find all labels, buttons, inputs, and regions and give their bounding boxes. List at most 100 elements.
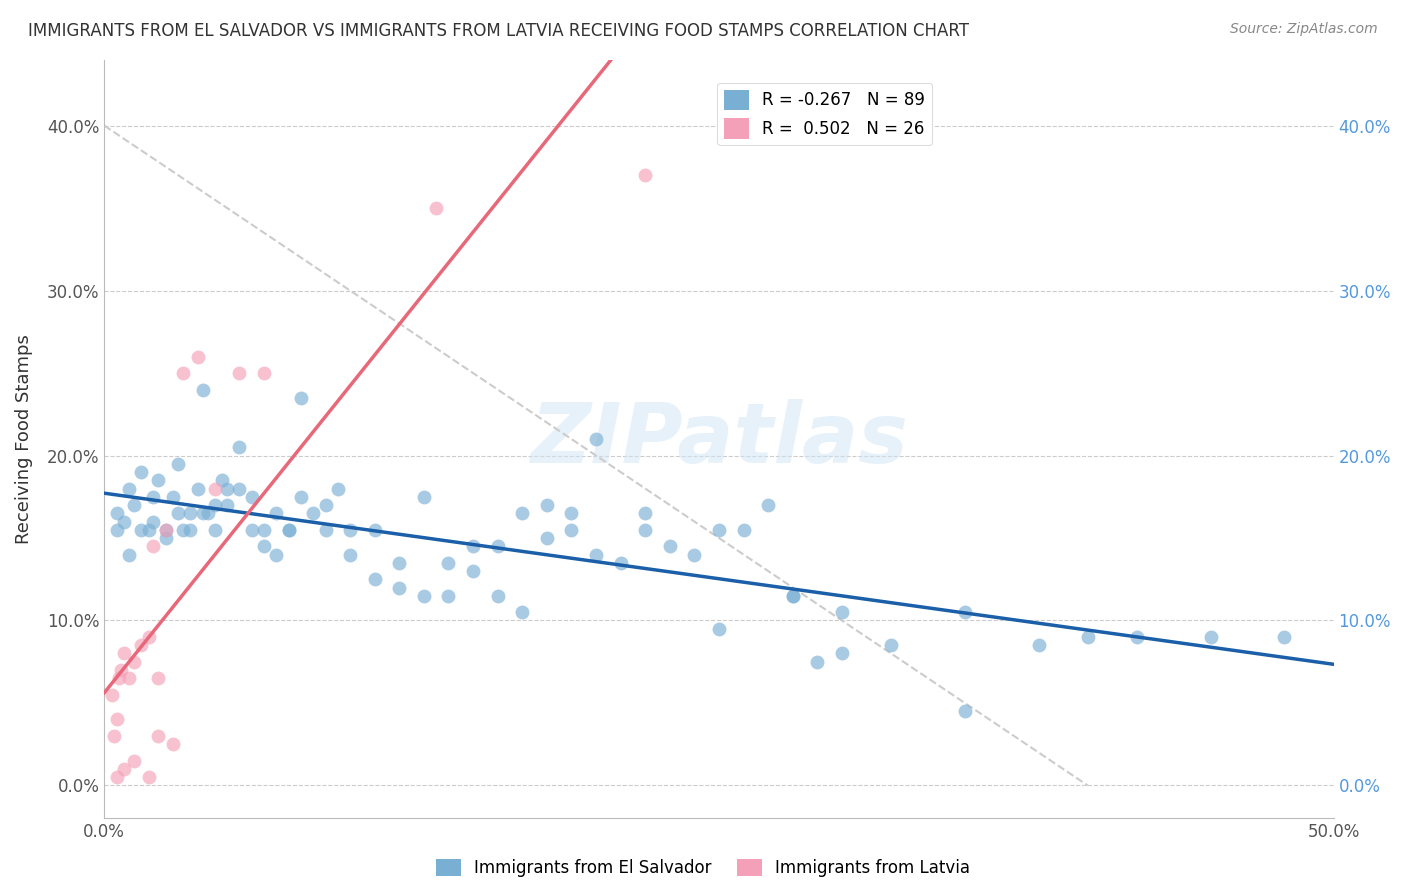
Point — [167, 457, 190, 471]
Point — [461, 539, 484, 553]
Point — [179, 523, 201, 537]
Point — [253, 539, 276, 553]
Point — [204, 498, 226, 512]
Point — [155, 523, 177, 537]
Point — [658, 539, 681, 553]
Point — [129, 638, 152, 652]
Point — [315, 523, 337, 537]
Point — [105, 506, 128, 520]
Point — [228, 366, 250, 380]
Point — [953, 605, 976, 619]
Point — [253, 523, 276, 537]
Legend: R = -0.267   N = 89, R =  0.502   N = 26: R = -0.267 N = 89, R = 0.502 N = 26 — [717, 83, 932, 145]
Point — [953, 704, 976, 718]
Point — [142, 539, 165, 553]
Point — [425, 201, 447, 215]
Point — [756, 498, 779, 512]
Point — [191, 383, 214, 397]
Point — [162, 737, 184, 751]
Point — [536, 531, 558, 545]
Point — [782, 589, 804, 603]
Point — [683, 548, 706, 562]
Point — [103, 729, 125, 743]
Point — [217, 482, 239, 496]
Point — [112, 762, 135, 776]
Point — [1199, 630, 1222, 644]
Point — [560, 523, 582, 537]
Y-axis label: Receiving Food Stamps: Receiving Food Stamps — [15, 334, 32, 544]
Point — [187, 482, 209, 496]
Point — [112, 515, 135, 529]
Point — [155, 523, 177, 537]
Point — [122, 655, 145, 669]
Point — [129, 523, 152, 537]
Point — [167, 506, 190, 520]
Point — [1077, 630, 1099, 644]
Point — [118, 548, 141, 562]
Point — [148, 729, 170, 743]
Point — [1274, 630, 1296, 644]
Point — [112, 647, 135, 661]
Point — [162, 490, 184, 504]
Point — [388, 556, 411, 570]
Point — [129, 465, 152, 479]
Point — [142, 490, 165, 504]
Point — [290, 490, 312, 504]
Point — [831, 647, 853, 661]
Point — [290, 391, 312, 405]
Point — [486, 539, 509, 553]
Point — [105, 770, 128, 784]
Point — [228, 440, 250, 454]
Point — [609, 556, 631, 570]
Point — [240, 490, 263, 504]
Point — [138, 523, 160, 537]
Point — [110, 663, 132, 677]
Point — [634, 168, 657, 182]
Point — [1126, 630, 1149, 644]
Point — [266, 548, 288, 562]
Point — [339, 548, 361, 562]
Point — [634, 506, 657, 520]
Point — [100, 688, 122, 702]
Text: IMMIGRANTS FROM EL SALVADOR VS IMMIGRANTS FROM LATVIA RECEIVING FOOD STAMPS CORR: IMMIGRANTS FROM EL SALVADOR VS IMMIGRANT… — [28, 22, 969, 40]
Point — [486, 589, 509, 603]
Point — [277, 523, 299, 537]
Point — [122, 498, 145, 512]
Point — [1028, 638, 1050, 652]
Point — [831, 605, 853, 619]
Point — [187, 350, 209, 364]
Legend: Immigrants from El Salvador, Immigrants from Latvia: Immigrants from El Salvador, Immigrants … — [429, 852, 977, 884]
Point — [211, 473, 233, 487]
Point — [585, 548, 607, 562]
Point — [536, 498, 558, 512]
Point — [172, 366, 194, 380]
Point — [782, 589, 804, 603]
Point — [302, 506, 325, 520]
Point — [510, 605, 533, 619]
Point — [315, 498, 337, 512]
Point — [412, 589, 434, 603]
Text: Source: ZipAtlas.com: Source: ZipAtlas.com — [1230, 22, 1378, 37]
Point — [228, 482, 250, 496]
Point — [138, 770, 160, 784]
Point — [191, 506, 214, 520]
Point — [364, 523, 387, 537]
Point — [634, 523, 657, 537]
Point — [148, 473, 170, 487]
Point — [148, 671, 170, 685]
Point — [197, 506, 219, 520]
Point — [253, 366, 276, 380]
Point — [880, 638, 903, 652]
Point — [510, 506, 533, 520]
Point — [585, 432, 607, 446]
Point — [461, 564, 484, 578]
Point — [326, 482, 349, 496]
Point — [118, 671, 141, 685]
Point — [155, 531, 177, 545]
Point — [277, 523, 299, 537]
Point — [108, 671, 131, 685]
Point — [138, 630, 160, 644]
Point — [172, 523, 194, 537]
Text: ZIPatlas: ZIPatlas — [530, 399, 908, 480]
Point — [142, 515, 165, 529]
